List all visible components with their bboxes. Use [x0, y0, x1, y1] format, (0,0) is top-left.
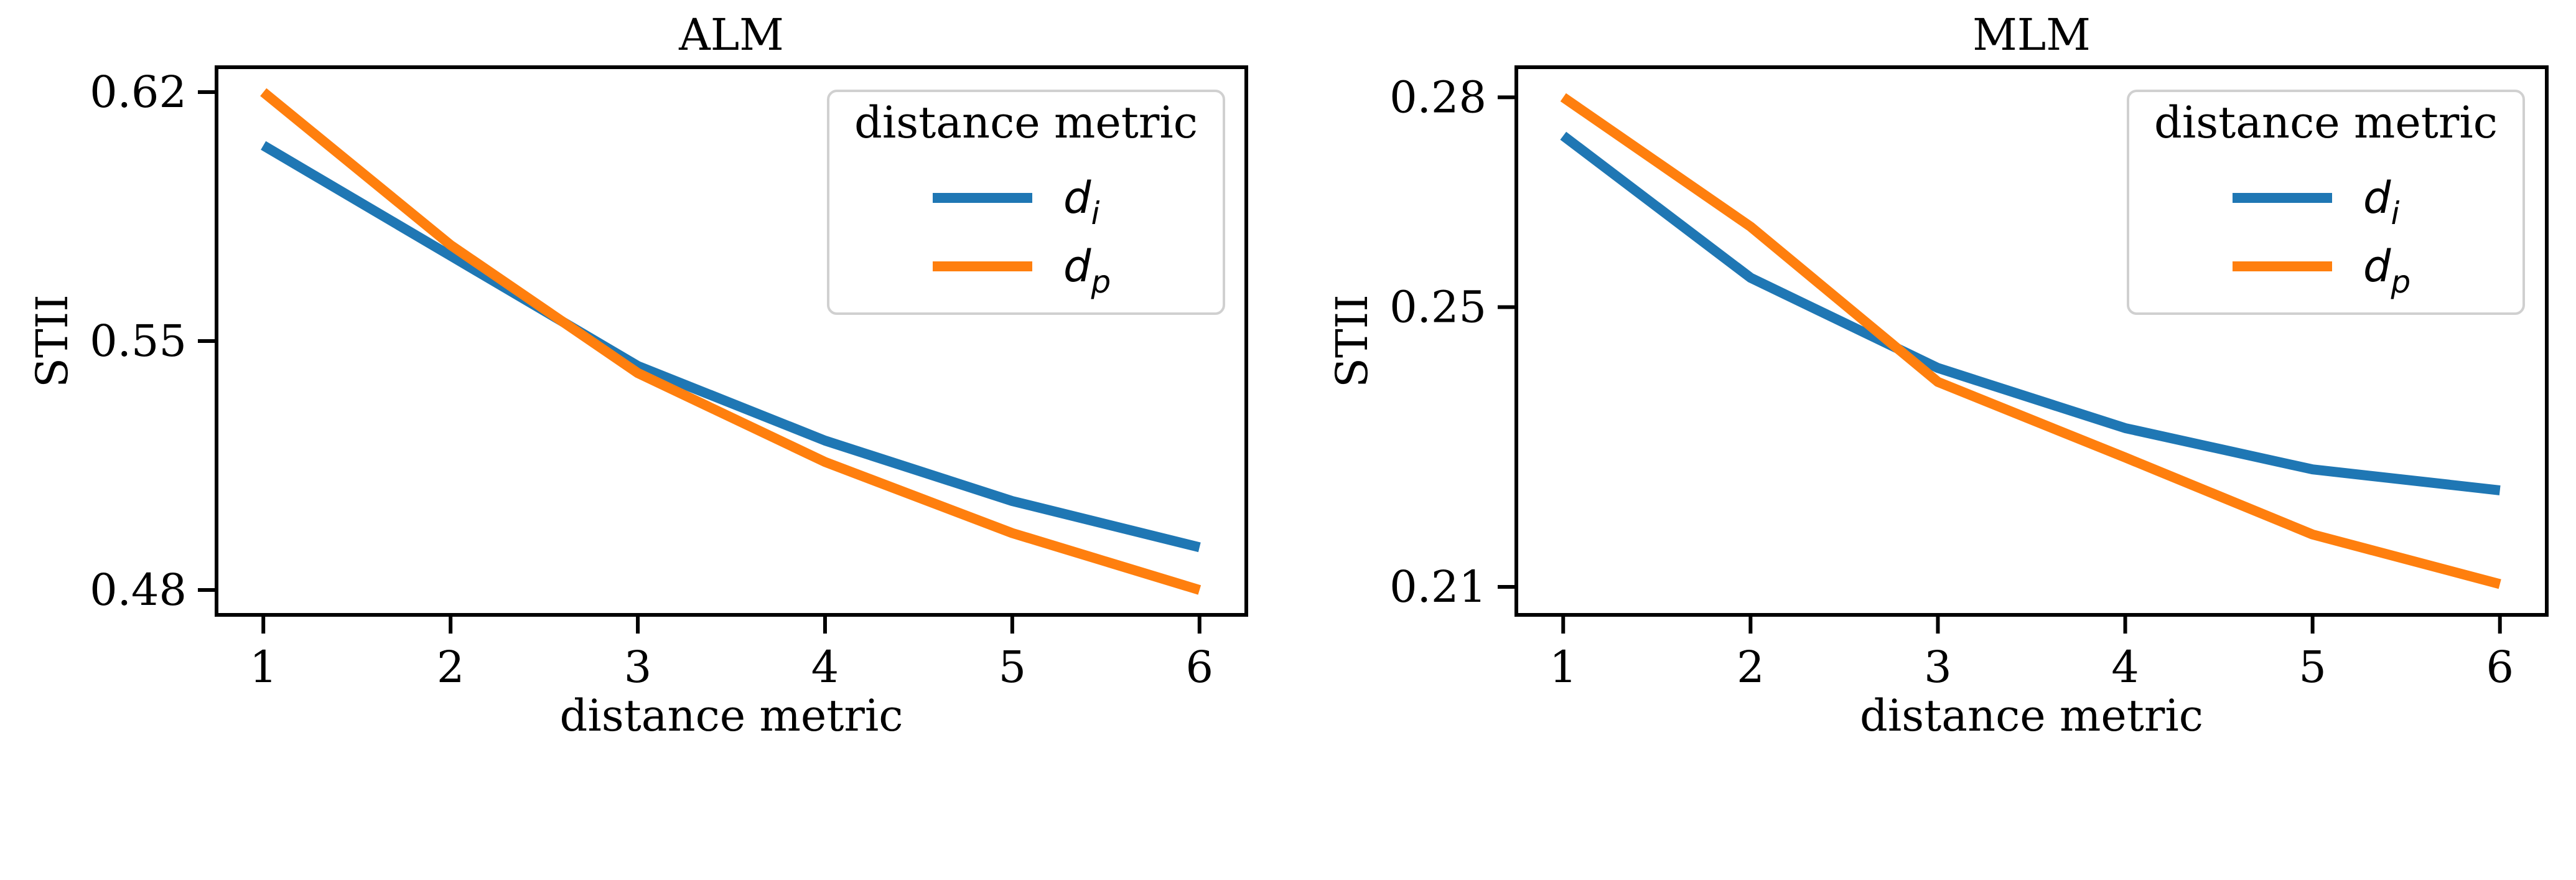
legend-label-subscript: p	[1090, 264, 1111, 300]
legend-label-main: d	[1063, 172, 1091, 223]
legend-label-main: d	[2363, 241, 2391, 292]
x-tick-label: 5	[999, 642, 1027, 693]
legend-label-main: d	[1063, 241, 1091, 292]
y-tick-label: 0.55	[90, 316, 187, 367]
y-tick-label: 0.25	[1389, 281, 1486, 332]
legend-title: distance metric	[2154, 97, 2498, 148]
legend-title: distance metric	[854, 97, 1198, 148]
x-tick-label: 5	[2298, 642, 2326, 693]
series-line-1	[261, 141, 1201, 553]
y-axis-label: STII	[27, 294, 78, 388]
legend-label-subscript: i	[2391, 195, 2399, 232]
x-axis-label: distance metric	[560, 690, 903, 741]
x-tick-label: 6	[1185, 642, 1213, 693]
x-tick-label: 3	[1924, 642, 1952, 693]
legend-label-subscript: i	[1091, 195, 1099, 232]
x-tick-label: 6	[2486, 642, 2514, 693]
legend-label-2: dp	[2363, 241, 2410, 300]
series-line-1	[1560, 131, 2501, 495]
legend-label-1: di	[2363, 172, 2399, 232]
y-tick-label: 0.62	[90, 67, 187, 118]
chart-title: MLM	[1972, 9, 2091, 60]
series-line-2	[260, 88, 1202, 595]
x-tick-label: 4	[2111, 642, 2139, 693]
axes-frame	[1514, 65, 2549, 617]
y-axis-label: STII	[1327, 294, 1378, 388]
legend-label-main: d	[2363, 172, 2391, 223]
legend-label-1: di	[1063, 172, 1099, 232]
x-tick-label: 2	[437, 642, 465, 693]
y-tick-label: 0.48	[90, 564, 187, 616]
y-tick-label: 0.28	[1389, 72, 1486, 123]
x-tick-label: 2	[1737, 642, 1765, 693]
series-line-2	[1560, 93, 2501, 589]
x-tick-label: 1	[1549, 642, 1577, 693]
y-tick-label: 0.21	[1389, 561, 1486, 612]
legend-label-subscript: p	[2390, 264, 2410, 300]
x-tick-label: 1	[250, 642, 278, 693]
x-tick-label: 4	[811, 642, 839, 693]
chart-panel-1: 1 2 3 4 5 6 0.48 0.55 0.62 ALM distance metric STII…	[27, 9, 1248, 741]
x-tick-label: 3	[624, 642, 652, 693]
legend-label-2: dp	[1063, 241, 1111, 300]
chart-panel-2: 1 2 3 4 5 6 0.21 0.25 0.28 MLM distance metric STII…	[1327, 9, 2549, 741]
x-axis-label: distance metric	[1860, 690, 2203, 741]
chart-title: ALM	[678, 9, 784, 60]
